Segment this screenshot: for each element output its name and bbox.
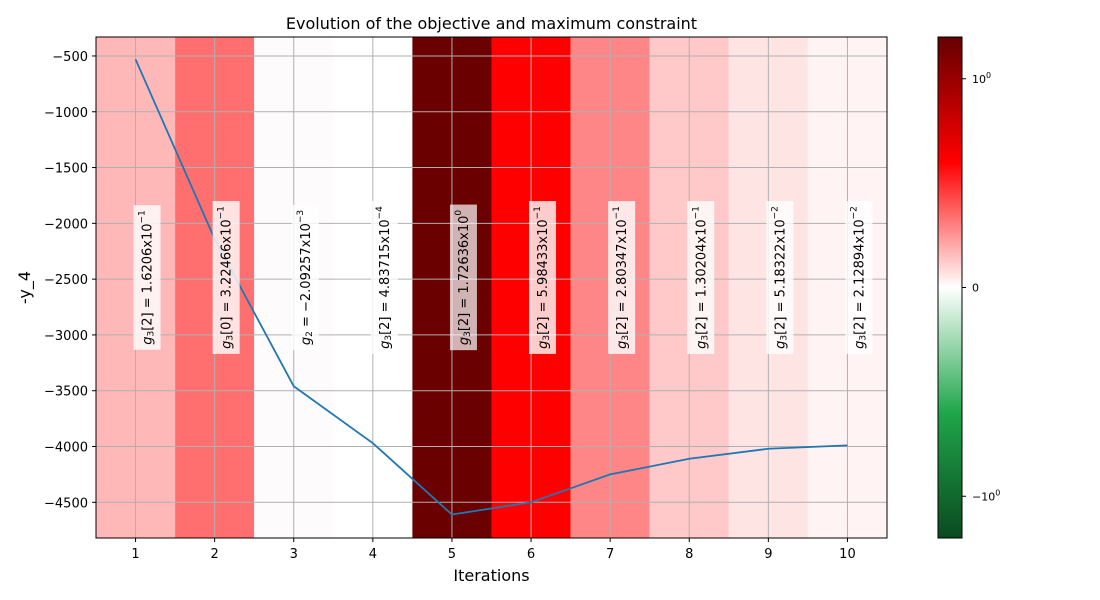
annotation-text: g3[2] = 5.98433x10−1: [533, 206, 552, 349]
series-layer: [134, 58, 848, 516]
x-tick-label: 1: [131, 547, 139, 562]
constraint-annotation: g3[0] = 3.22466x10−1: [212, 201, 240, 354]
y-tick-label: −2000: [44, 217, 88, 232]
y-tick-label: −500: [52, 50, 88, 65]
annotation-box: [687, 201, 715, 354]
constraint-annotation: g3[2] = 1.72636x100: [449, 204, 477, 351]
annotation-box: [291, 204, 319, 351]
constraint-annotation: g3[2] = 5.18322x10−2: [766, 201, 794, 354]
annotation-box: [449, 204, 477, 351]
y-ticks: −500 −1000 −1500 −2000 −2500 −3000 −3500 −4000 −…: [44, 50, 96, 511]
annotation-text: g3[2] = 1.72636x100: [454, 210, 473, 346]
constraint-annotation: g3[2] = 4.83715x10−4: [370, 200, 398, 354]
annotation-text: g3[2] = 4.83715x10−4: [375, 206, 394, 349]
annotation-box: [766, 201, 794, 354]
annotation-text: g3[2] = 1.6206x10−1: [138, 210, 157, 345]
series-line: [134, 58, 848, 516]
y-tick-label: −4500: [44, 496, 88, 511]
y-tick-label: −2500: [44, 273, 88, 288]
x-tick-label: 7: [606, 547, 614, 562]
chart-title: Evolution of the objective and maximum c…: [286, 14, 697, 33]
y-tick-label: −1500: [44, 162, 88, 177]
x-tick-label: 3: [290, 547, 298, 562]
annotation-box: [845, 201, 873, 354]
constraint-annotation: g3[2] = 2.12894x10−2: [845, 201, 873, 354]
annotation-text: g3[2] = 5.18322x10−2: [770, 206, 789, 349]
colorbar-gradient: [937, 36, 963, 539]
x-tick-label: 4: [369, 547, 377, 562]
constraint-annotations: g3[2] = 1.6206x10−1 g3[0] = 3.22466x10−1 g…: [133, 200, 873, 354]
colorbar-tick-label: −100: [972, 488, 1000, 503]
annotation-text: g3[2] = 2.80347x10−1: [612, 206, 631, 349]
y-tick-label: −3000: [44, 329, 88, 344]
annotation-box: [212, 201, 240, 354]
x-tick-label: 10: [839, 547, 856, 562]
annotation-box: [133, 205, 161, 350]
x-ticks: 1 2 3 4 5 6 7 8 9 10: [131, 538, 856, 562]
constraint-annotation: g3[2] = 1.30204x10−1: [687, 201, 715, 354]
x-tick-label: 9: [764, 547, 772, 562]
annotation-box: [370, 200, 398, 354]
x-tick-label: 5: [448, 547, 456, 562]
colorbar-tick-label: 0: [972, 282, 979, 295]
annotation-text: g3[0] = 3.22466x10−1: [217, 206, 236, 349]
x-axis-label: Iterations: [453, 566, 529, 585]
constraint-annotation: g3[2] = 1.6206x10−1: [133, 205, 161, 350]
constraint-annotation: g2 = −2.09257x10−3: [291, 204, 319, 351]
annotation-text: g3[2] = 2.12894x10−2: [849, 206, 868, 349]
annotation-text: g3[2] = 1.30204x10−1: [691, 206, 710, 349]
x-tick-label: 2: [211, 547, 219, 562]
y-tick-label: −4000: [44, 441, 88, 456]
colorbar-tick-label: 100: [972, 71, 991, 86]
colorbar: 100 0 −100: [937, 36, 1000, 539]
constraint-annotation: g3[2] = 5.98433x10−1: [529, 201, 557, 354]
annotation-text: g2 = −2.09257x10−3: [296, 210, 315, 345]
plot-frame: [95, 36, 888, 539]
y-tick-label: −1000: [44, 106, 88, 121]
annotation-box: [529, 201, 557, 354]
x-tick-label: 8: [685, 547, 693, 562]
annotation-box: [608, 201, 636, 354]
x-tick-label: 6: [527, 547, 535, 562]
constraint-annotation: g3[2] = 2.80347x10−1: [608, 201, 636, 354]
y-axis-label: -y_4: [15, 271, 35, 304]
y-tick-label: −3500: [44, 385, 88, 400]
